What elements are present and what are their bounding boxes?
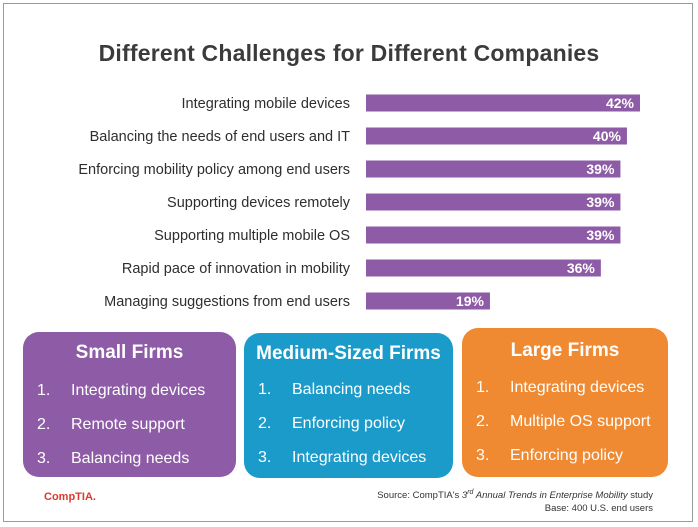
source-ordinal: 3	[461, 490, 468, 502]
value-label: 39%	[586, 161, 615, 177]
bar	[366, 259, 601, 277]
source-note: Source: CompTIA's 3rd Annual Trends in E…	[377, 486, 653, 515]
list-text: Multiple OS support	[510, 413, 651, 430]
category-label: Balancing the needs of end users and IT	[90, 129, 351, 145]
bar	[366, 127, 627, 145]
small-firms-panel: Small Firms 1. Integrating devices 2. Remo…	[23, 332, 236, 477]
list-item: 1. Balancing needs	[258, 373, 426, 407]
list-text: Integrating devices	[71, 382, 206, 399]
source-suffix: study	[627, 490, 653, 502]
list-number: 3.	[37, 450, 51, 467]
bar	[366, 292, 490, 310]
medium-firms-panel: Medium-Sized Firms 1. Balancing needs 2. E…	[244, 333, 453, 478]
source-title: Annual Trends in Enterprise Mobility	[473, 490, 628, 502]
list-number: 1.	[476, 379, 490, 396]
list-item: 3. Integrating devices	[258, 441, 426, 475]
medium-firms-list: 1. Balancing needs 2. Enforcing policy 3. I…	[258, 373, 426, 475]
value-label: 36%	[567, 260, 596, 276]
source-ordinal-sup: rd	[467, 489, 474, 496]
list-item: 2. Enforcing policy	[258, 407, 426, 441]
large-firms-list: 1. Integrating devices 2. Multiple OS supp…	[476, 371, 651, 473]
category-label: Rapid pace of innovation in mobility	[122, 261, 351, 277]
category-label: Integrating mobile devices	[182, 96, 350, 112]
list-text: Balancing needs	[71, 450, 190, 467]
list-item: 3. Enforcing policy	[476, 439, 651, 473]
chart-title: Different Challenges for Different Compa…	[98, 40, 600, 66]
list-number: 1.	[37, 382, 51, 399]
value-label: 39%	[586, 227, 615, 243]
list-text: Integrating devices	[292, 449, 427, 466]
value-label: 19%	[456, 293, 485, 309]
bar	[366, 160, 621, 178]
value-label: 40%	[593, 128, 622, 144]
list-text: Enforcing policy	[510, 447, 623, 464]
list-number: 2.	[258, 415, 272, 432]
list-text: Balancing needs	[292, 381, 411, 398]
list-item: 1. Integrating devices	[37, 374, 205, 408]
list-number: 2.	[476, 413, 490, 430]
list-item: 2. Multiple OS support	[476, 405, 651, 439]
list-item: 1. Integrating devices	[476, 371, 651, 405]
small-firms-title: Small Firms	[75, 342, 184, 363]
category-label: Enforcing mobility policy among end user…	[78, 162, 350, 178]
category-label: Managing suggestions from end users	[104, 294, 350, 310]
base-line: Base: 400 U.S. end users	[544, 503, 653, 515]
list-text: Remote support	[71, 416, 185, 433]
bar-chart: Integrating mobile devices 42% Balancing t…	[78, 94, 640, 310]
list-item: 2. Remote support	[37, 408, 205, 442]
bar	[366, 226, 621, 244]
list-number: 1.	[258, 381, 272, 398]
category-label: Supporting devices remotely	[167, 195, 351, 211]
bar	[366, 193, 621, 211]
value-label: 42%	[606, 95, 635, 111]
source-line: Source: CompTIA's 3rd Annual Trends in E…	[377, 486, 653, 502]
small-firms-list: 1. Integrating devices 2. Remote support 3…	[37, 374, 205, 476]
list-text: Integrating devices	[510, 379, 645, 396]
medium-firms-title: Medium-Sized Firms	[256, 343, 441, 364]
comptia-logo: CompTIA.	[44, 491, 96, 503]
slide: Different Challenges for Different Compa…	[3, 3, 693, 522]
list-text: Enforcing policy	[292, 415, 405, 432]
category-label: Supporting multiple mobile OS	[154, 228, 350, 244]
large-firms-title: Large Firms	[510, 340, 620, 361]
list-number: 3.	[476, 447, 490, 464]
large-firms-panel: Large Firms 1. Integrating devices 2. Mult…	[462, 328, 668, 477]
list-number: 2.	[37, 416, 51, 433]
bar	[366, 94, 640, 112]
list-number: 3.	[258, 449, 272, 466]
value-label: 39%	[586, 194, 615, 210]
source-prefix: Source: CompTIA's	[377, 490, 462, 502]
list-item: 3. Balancing needs	[37, 442, 205, 476]
